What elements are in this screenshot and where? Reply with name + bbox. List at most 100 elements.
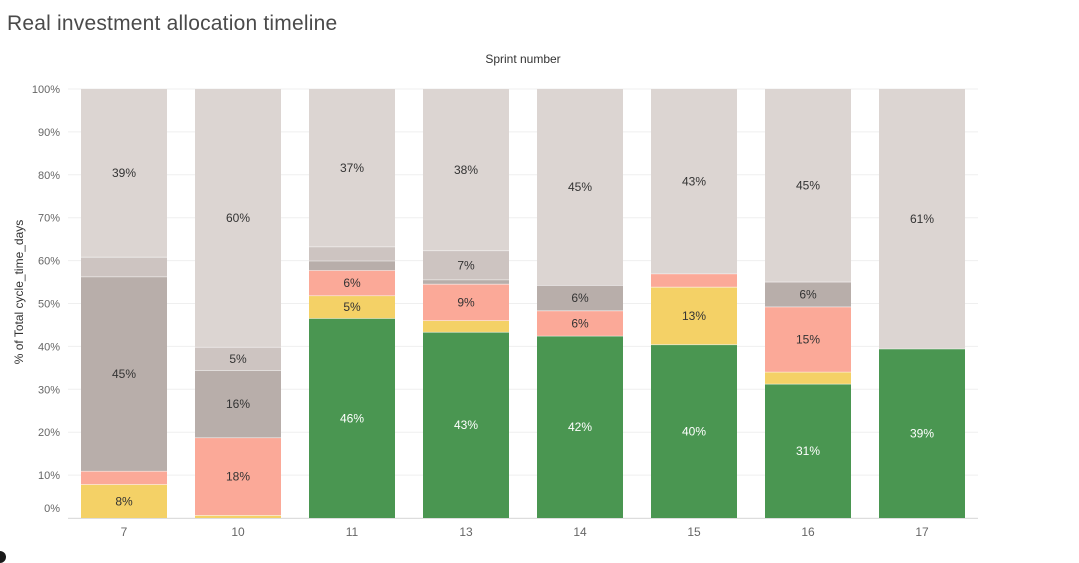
bar-segment <box>765 89 851 283</box>
data-label: 42% <box>568 420 592 434</box>
bar-stack-sprint-16: 31% 15% 6% 45% <box>765 89 851 518</box>
data-label: 46% <box>340 411 364 425</box>
bar-segment <box>195 437 281 516</box>
x-tick-label: 15 <box>687 525 701 539</box>
bar-segment <box>537 285 623 311</box>
data-label: 18% <box>226 470 250 484</box>
bar-segment <box>309 295 395 319</box>
data-label: 5% <box>343 300 361 314</box>
data-label: 31% <box>796 444 820 458</box>
bar-segment <box>423 279 509 285</box>
data-label: 45% <box>112 367 136 381</box>
bar-segment <box>309 261 395 271</box>
page-title: Real investment allocation timeline <box>7 12 338 35</box>
x-tick-label: 13 <box>459 525 473 539</box>
bar-segment <box>309 89 395 247</box>
bar-segment <box>423 284 509 321</box>
x-tick-label: 7 <box>121 525 128 539</box>
bar-segment <box>195 347 281 371</box>
x-tick-label: 11 <box>346 525 359 539</box>
bar-segment <box>81 471 167 485</box>
data-label: 8% <box>115 494 133 508</box>
bar-segment <box>309 246 395 262</box>
bar-segment <box>537 310 623 337</box>
data-label: 40% <box>682 424 706 438</box>
bar-segment <box>651 273 737 288</box>
y-axis-ticks: 0% 10% 20% 30% 40% 50% 60% 70% 80% 90% 100% <box>32 84 60 515</box>
y-tick-label: 20% <box>38 427 60 439</box>
data-label: 9% <box>457 295 475 309</box>
bar-segment <box>423 332 509 518</box>
bar-segment <box>423 89 509 251</box>
bar-segment <box>423 320 509 333</box>
bar-segment <box>195 515 281 518</box>
data-label: 6% <box>571 291 589 305</box>
bar-segment <box>195 370 281 438</box>
data-label: 6% <box>799 287 817 301</box>
y-tick-label: 50% <box>38 299 60 311</box>
data-label: 45% <box>568 180 592 194</box>
x-tick-label: 16 <box>801 525 815 539</box>
y-tick-label: 0% <box>44 503 60 515</box>
data-label: 39% <box>112 166 136 180</box>
data-label: 15% <box>796 333 820 347</box>
y-axis-title: % of Total cycle_time_days <box>12 220 26 365</box>
y-tick-label: 30% <box>38 384 60 396</box>
data-label: 38% <box>454 163 478 177</box>
data-label: 13% <box>682 309 706 323</box>
x-axis-title: Sprint number <box>485 52 560 66</box>
bar-segment <box>765 372 851 385</box>
bar-stack-sprint-13: 43% 9% 7% 38% <box>423 89 509 518</box>
y-tick-label: 80% <box>38 170 60 182</box>
bar-segment <box>879 89 965 349</box>
data-label: 45% <box>796 179 820 193</box>
bar-segment <box>879 348 965 518</box>
bar-stacks: 8%45%39%18%16%5%60%46%5%6%37%43%9%7%38%4… <box>81 89 965 518</box>
bar-segment <box>81 257 167 277</box>
bar-stack-sprint-10: 18% 16% 5% 60% <box>195 89 281 518</box>
x-tick-label: 14 <box>573 525 587 539</box>
bar-segment <box>81 89 167 258</box>
bar-stack-sprint-7: 8% 45% 39% <box>81 89 167 518</box>
bar-segment <box>195 89 281 348</box>
bar-segment <box>423 250 509 280</box>
data-label: 39% <box>910 426 934 440</box>
corner-marker <box>0 551 6 563</box>
bar-segment <box>309 318 395 518</box>
bar-stack-sprint-17: 39% 61% <box>879 89 965 518</box>
data-label: 61% <box>910 212 934 226</box>
bar-segment <box>309 270 395 296</box>
bar-segment <box>537 336 623 518</box>
bar-segment <box>765 282 851 307</box>
x-tick-label: 10 <box>231 525 245 539</box>
data-label: 60% <box>226 211 250 225</box>
bar-segment <box>81 484 167 518</box>
data-label: 6% <box>343 276 361 290</box>
bar-segment <box>651 287 737 345</box>
y-tick-label: 10% <box>38 470 60 482</box>
y-tick-label: 90% <box>38 127 60 139</box>
bar-segment <box>81 276 167 472</box>
data-label: 5% <box>229 352 247 366</box>
bar-stack-sprint-15: 40% 13% 43% <box>651 89 737 518</box>
y-tick-label: 70% <box>38 213 60 225</box>
bar-stack-sprint-14: 42% 6% 6% 45% <box>537 89 623 518</box>
data-label: 43% <box>454 418 478 432</box>
data-label: 37% <box>340 161 364 175</box>
bar-segment <box>651 344 737 518</box>
bar-segment <box>765 306 851 373</box>
bar-stack-sprint-11: 46% 5% 6% 37% <box>309 89 395 518</box>
bar-segment <box>537 89 623 286</box>
bar-segment <box>765 384 851 518</box>
data-label: 16% <box>226 397 250 411</box>
data-label: 6% <box>571 316 589 330</box>
x-tick-label: 17 <box>915 525 929 539</box>
y-tick-label: 60% <box>38 256 60 268</box>
x-axis-ticks: 7 10 11 13 14 15 16 17 <box>121 525 929 539</box>
y-tick-label: 40% <box>38 341 60 353</box>
bar-segment <box>651 89 737 274</box>
y-tick-label: 100% <box>32 84 60 96</box>
data-label: 7% <box>457 258 475 272</box>
data-label: 43% <box>682 174 706 188</box>
